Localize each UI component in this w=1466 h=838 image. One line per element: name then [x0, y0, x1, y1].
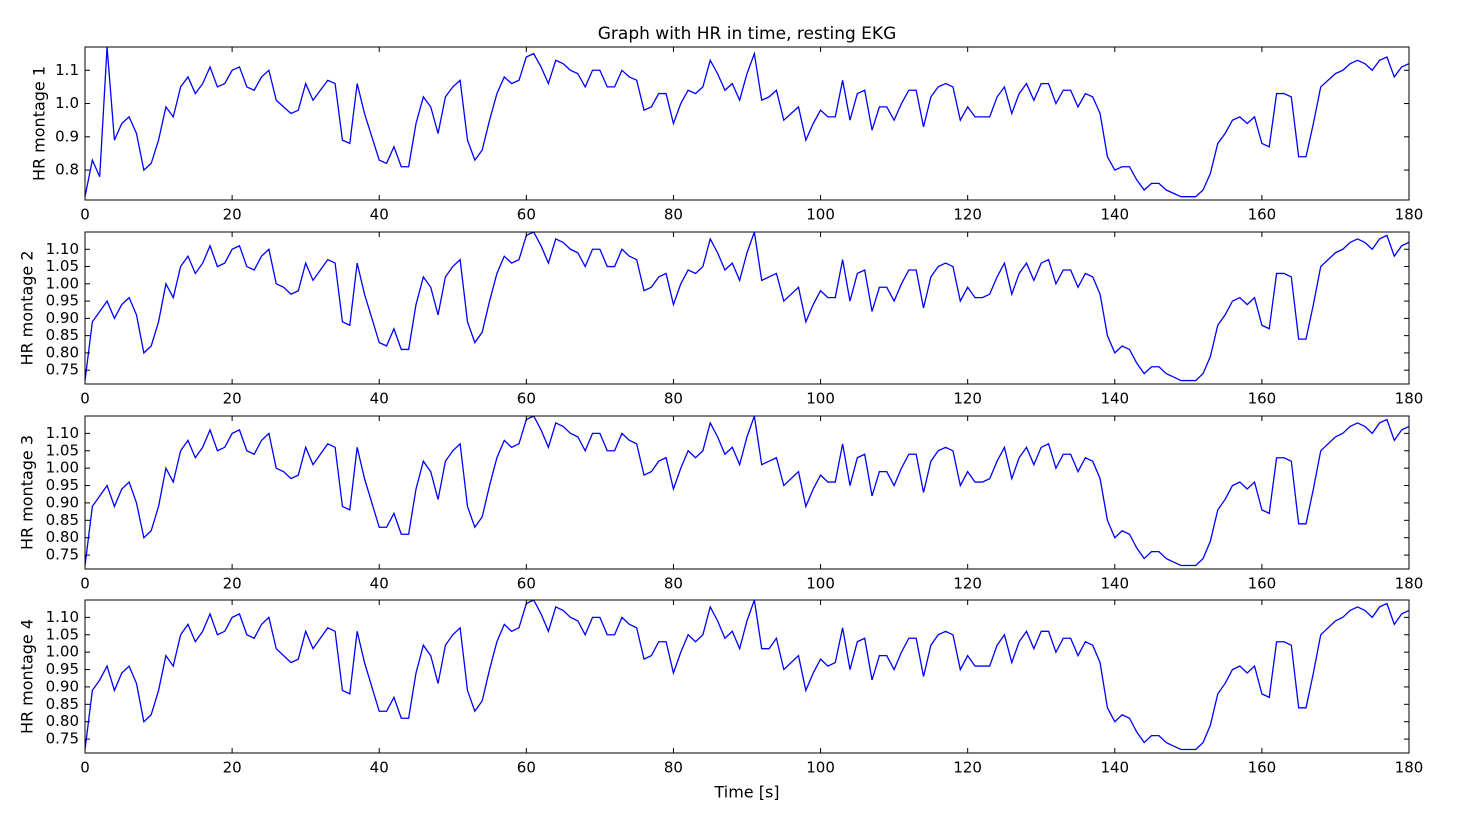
x-tick-label: 160: [1248, 390, 1277, 408]
chart-title: Graph with HR in time, resting EKG: [598, 24, 897, 44]
y-tick-label: 1.00: [46, 274, 79, 292]
x-tick-label: 140: [1100, 575, 1129, 593]
x-tick-label: 160: [1248, 206, 1277, 224]
y-tick-label: 1.05: [46, 257, 79, 275]
x-axis-label: Time [s]: [713, 783, 779, 802]
x-tick-label: 0: [80, 390, 90, 408]
y-tick-label: 1.10: [46, 240, 79, 258]
y-axis-label: HR montage 2: [18, 250, 37, 365]
x-tick-label: 180: [1395, 759, 1424, 777]
y-tick-label: 0.75: [46, 546, 79, 564]
x-tick-label: 100: [806, 390, 835, 408]
x-tick-label: 60: [517, 390, 536, 408]
x-tick-label: 100: [806, 759, 835, 777]
x-tick-label: 140: [1100, 759, 1129, 777]
x-tick-label: 180: [1395, 390, 1424, 408]
y-tick-label: 1.05: [46, 441, 79, 459]
y-axis-label: HR montage 1: [30, 66, 49, 181]
x-tick-label: 60: [517, 759, 536, 777]
y-tick-label: 0.90: [46, 309, 79, 327]
x-tick-label: 20: [223, 759, 242, 777]
data-line: [85, 600, 1409, 751]
y-axis-label: HR montage 3: [18, 435, 37, 550]
y-tick-label: 0.85: [46, 326, 79, 344]
y-tick-label: 0.80: [46, 343, 79, 361]
x-tick-label: 120: [953, 575, 982, 593]
x-tick-label: 180: [1395, 206, 1424, 224]
y-tick-label: 1.0: [55, 94, 79, 112]
x-tick-label: 100: [806, 206, 835, 224]
data-line: [85, 416, 1409, 567]
x-tick-label: 80: [664, 759, 683, 777]
y-tick-label: 0.80: [46, 528, 79, 546]
x-tick-label: 120: [953, 390, 982, 408]
x-tick-label: 160: [1248, 575, 1277, 593]
y-tick-label: 0.9: [55, 127, 79, 145]
y-tick-label: 1.1: [55, 61, 79, 79]
y-tick-label: 1.00: [46, 459, 79, 477]
axes-frame: [84, 415, 1410, 570]
data-line: [85, 47, 1409, 198]
y-axis-label: HR montage 4: [18, 619, 37, 734]
x-tick-label: 180: [1395, 575, 1424, 593]
x-tick-label: 20: [223, 206, 242, 224]
x-tick-label: 160: [1248, 759, 1277, 777]
axes-frame: [84, 231, 1410, 385]
x-tick-label: 40: [370, 575, 389, 593]
y-tick-label: 0.95: [46, 476, 79, 494]
y-tick-label: 0.80: [46, 712, 79, 730]
x-tick-label: 40: [370, 390, 389, 408]
x-tick-label: 60: [517, 575, 536, 593]
data-line: [85, 232, 1409, 382]
y-tick-label: 0.75: [46, 361, 79, 379]
x-tick-label: 0: [80, 206, 90, 224]
y-tick-label: 1.10: [46, 608, 79, 626]
y-tick-label: 0.75: [46, 730, 79, 748]
y-tick-label: 0.95: [46, 292, 79, 310]
x-tick-label: 40: [370, 206, 389, 224]
x-tick-label: 100: [806, 575, 835, 593]
y-tick-label: 1.10: [46, 424, 79, 442]
x-tick-label: 140: [1100, 206, 1129, 224]
x-tick-label: 120: [953, 759, 982, 777]
x-tick-label: 20: [223, 575, 242, 593]
x-tick-label: 80: [664, 575, 683, 593]
y-tick-label: 0.8: [55, 161, 79, 179]
x-tick-label: 0: [80, 759, 90, 777]
y-tick-label: 0.95: [46, 660, 79, 678]
x-tick-label: 140: [1100, 390, 1129, 408]
x-tick-label: 0: [80, 575, 90, 593]
y-tick-label: 1.05: [46, 625, 79, 643]
x-tick-label: 80: [664, 390, 683, 408]
y-tick-label: 0.85: [46, 511, 79, 529]
x-tick-label: 120: [953, 206, 982, 224]
y-tick-label: 0.90: [46, 677, 79, 695]
axes-frame: [84, 599, 1410, 754]
x-tick-label: 60: [517, 206, 536, 224]
x-tick-label: 80: [664, 206, 683, 224]
axes-frame: [84, 46, 1410, 201]
y-tick-label: 1.00: [46, 643, 79, 661]
y-tick-label: 0.90: [46, 493, 79, 511]
x-tick-label: 40: [370, 759, 389, 777]
x-tick-label: 20: [223, 390, 242, 408]
y-tick-label: 0.85: [46, 695, 79, 713]
